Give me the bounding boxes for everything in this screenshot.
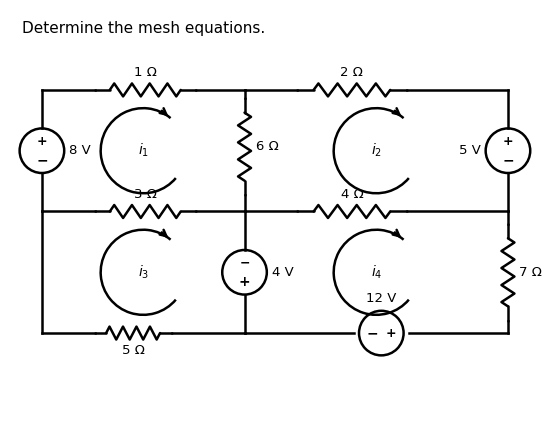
Text: 3 Ω: 3 Ω xyxy=(134,188,157,201)
Text: 7 Ω: 7 Ω xyxy=(519,266,542,279)
Text: Determine the mesh equations.: Determine the mesh equations. xyxy=(21,21,265,36)
Text: 5 V: 5 V xyxy=(459,144,481,157)
Text: 5 Ω: 5 Ω xyxy=(122,343,145,357)
Text: 12 V: 12 V xyxy=(366,292,397,305)
Text: −: − xyxy=(366,326,378,340)
Text: −: − xyxy=(36,153,48,167)
Text: +: + xyxy=(386,327,396,340)
Text: 1 Ω: 1 Ω xyxy=(134,66,157,80)
Text: −: − xyxy=(502,153,514,167)
Text: $i_3$: $i_3$ xyxy=(138,264,149,281)
Text: 6 Ω: 6 Ω xyxy=(256,140,279,153)
Text: $i_4$: $i_4$ xyxy=(371,264,382,281)
Text: +: + xyxy=(239,275,250,288)
Text: +: + xyxy=(37,135,47,148)
Text: $i_1$: $i_1$ xyxy=(138,142,149,159)
Text: $i_2$: $i_2$ xyxy=(371,142,382,159)
Text: +: + xyxy=(503,135,513,148)
Text: −: − xyxy=(239,256,250,269)
Text: 2 Ω: 2 Ω xyxy=(340,66,364,80)
Text: 4 V: 4 V xyxy=(272,266,294,279)
Text: 4 Ω: 4 Ω xyxy=(340,188,364,201)
Text: 8 V: 8 V xyxy=(69,144,91,157)
